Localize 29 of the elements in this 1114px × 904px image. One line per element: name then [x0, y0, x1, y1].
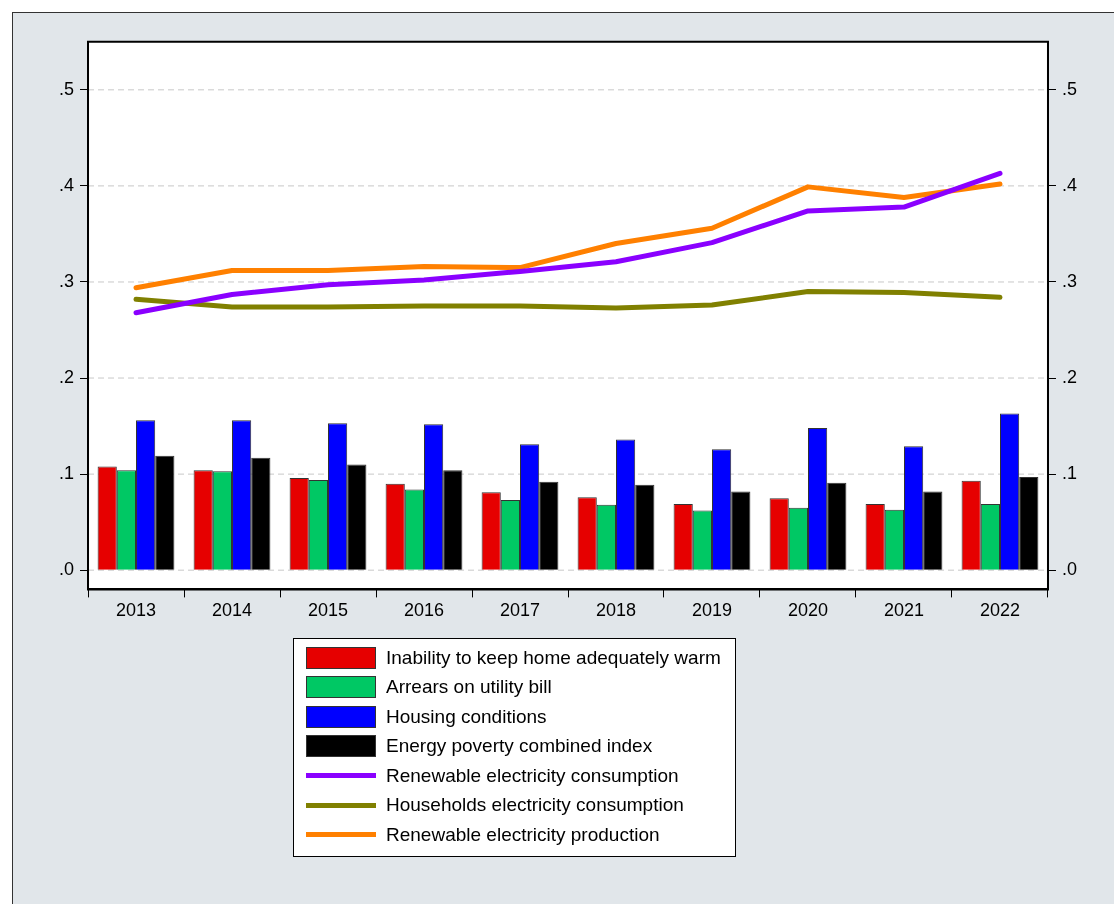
x-tick-label: 2022 [979, 600, 1021, 621]
y-tick-label: .1 [59, 463, 75, 484]
legend-label: Energy poverty combined index [386, 735, 653, 758]
x-tick-label: 2015 [307, 600, 349, 621]
y-tick-label: .2 [59, 367, 75, 388]
x-tick-label: 2013 [115, 600, 157, 621]
y-tick-label: .4 [59, 174, 75, 195]
y2-tick-label: .5 [1061, 78, 1077, 99]
y2-tick-label: .0 [1061, 559, 1077, 580]
legend-label: Households electricity consumption [386, 794, 684, 817]
legend-label: Inability to keep home adequately warm [386, 646, 721, 669]
legend-label: Renewable electricity consumption [386, 764, 679, 787]
x-tick-label: 2021 [883, 600, 925, 621]
y-tick-label: .0 [59, 559, 75, 580]
legend-label: Arrears on utility bill [386, 676, 552, 699]
legend-label: Housing conditions [386, 705, 547, 728]
legend-label: Renewable electricity production [386, 823, 660, 846]
y-tick-label: .5 [59, 78, 75, 99]
y2-tick-label: .3 [1061, 270, 1077, 291]
y2-tick-label: .1 [1061, 463, 1077, 484]
x-tick-label: 2017 [499, 600, 541, 621]
x-tick-label: 2019 [691, 600, 733, 621]
y2-tick-label: .4 [1061, 174, 1077, 195]
x-tick-label: 2014 [211, 600, 253, 621]
x-tick-label: 2016 [403, 600, 445, 621]
x-tick-label: 2020 [787, 600, 829, 621]
x-tick-label: 2018 [595, 600, 637, 621]
y2-tick-label: .2 [1061, 367, 1077, 388]
y-tick-label: .3 [59, 270, 75, 291]
